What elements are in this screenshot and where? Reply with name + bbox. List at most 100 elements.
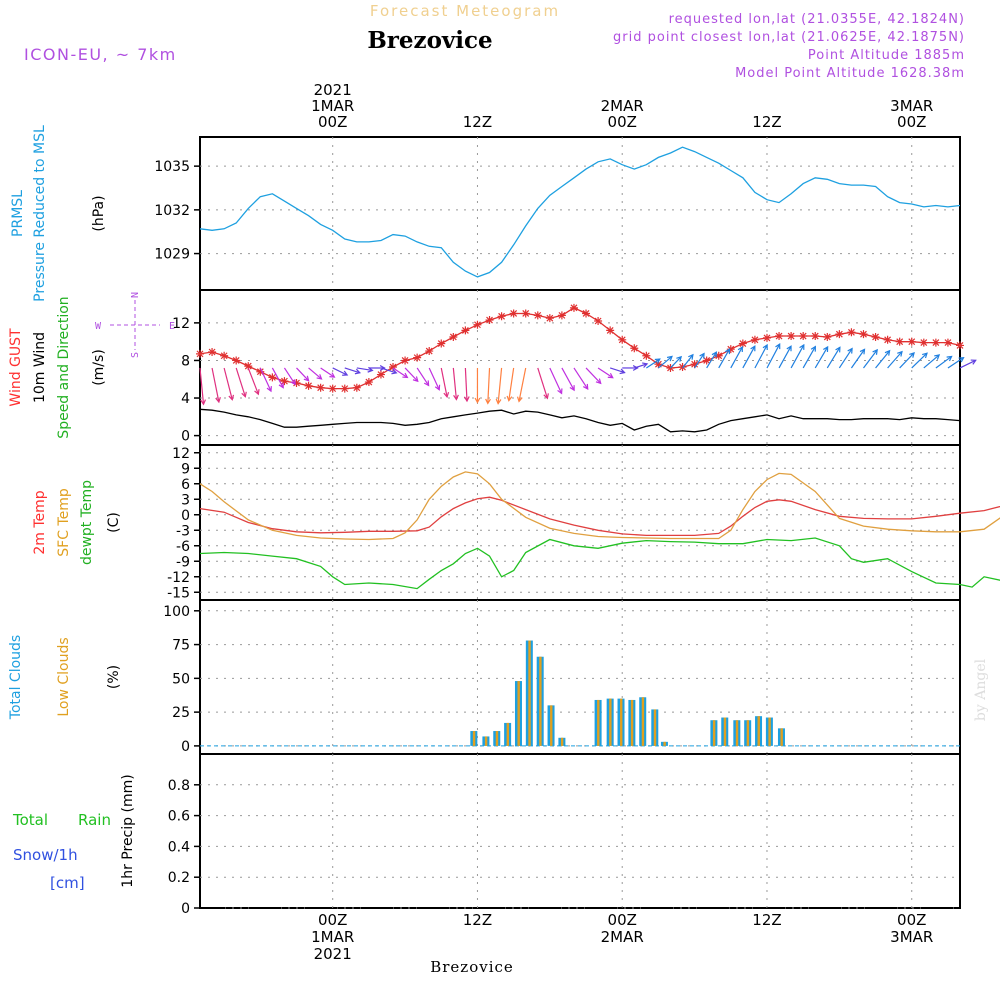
wind-arrow	[766, 343, 781, 369]
wind-arrow-head	[632, 365, 639, 371]
time-label-top: 00Z	[897, 113, 926, 131]
panel-frame	[199, 599, 961, 755]
y-tick-label: 8	[181, 353, 190, 369]
wind-arrow-head	[934, 354, 941, 360]
wind-arrow-head	[799, 343, 805, 350]
gust-marker	[437, 339, 446, 348]
y-tick-label: -6	[176, 539, 190, 555]
gust-marker	[256, 367, 265, 376]
wind-arrow-head	[711, 351, 717, 358]
wind-arrow-head	[516, 396, 523, 403]
wind-arrow-head	[775, 342, 781, 350]
gust-marker	[401, 356, 410, 365]
series-line	[199, 537, 1000, 590]
wind-arrow-head	[619, 368, 626, 375]
gust-marker	[787, 332, 796, 341]
wind-arrow-head	[859, 348, 866, 355]
cloud-bar-low	[506, 722, 510, 746]
time-label-top: 1MAR	[311, 97, 354, 115]
y-tick-label: 0.6	[168, 809, 190, 825]
cloud-bar-low	[560, 737, 564, 746]
y-axis-label: SFC Temp	[56, 488, 72, 557]
wind-arrow-head	[909, 351, 915, 358]
y-tick-label: 100	[163, 604, 190, 620]
gust-marker	[485, 316, 494, 325]
y-axis-label: 1hr Precip (mm)	[120, 774, 136, 887]
gust-marker	[907, 337, 916, 346]
wind-arrow-head	[200, 399, 207, 406]
gust-marker	[208, 348, 217, 356]
y-axis-label: Wind GUST	[8, 328, 24, 407]
wind-arrow	[247, 367, 259, 395]
gust-marker	[521, 309, 530, 318]
wind-arrow-head	[391, 368, 398, 375]
wind-arrow-head	[922, 352, 928, 359]
series-line	[199, 146, 961, 278]
cloud-bar-low	[550, 705, 553, 746]
wind-arrow-head	[354, 368, 362, 375]
y-axis-label: (m/s)	[91, 349, 107, 386]
wind-arrow	[778, 345, 792, 369]
wind-arrow-head	[786, 345, 792, 352]
station-title: Brezovice	[367, 27, 492, 54]
cloud-bar-low	[495, 731, 499, 746]
cloud-bar-low	[712, 720, 716, 746]
wind-arrow	[308, 367, 322, 380]
wind-arrow-head	[316, 374, 323, 380]
y-tick-label: 9	[181, 461, 190, 477]
gust-marker	[389, 363, 398, 372]
wind-arrow	[440, 367, 448, 398]
time-label-bottom: 00Z	[318, 911, 347, 929]
gust-marker	[750, 335, 759, 344]
wind-arrow-head	[569, 385, 575, 392]
gust-marker	[823, 332, 832, 341]
gust-marker	[714, 351, 723, 360]
gust-marker	[232, 356, 241, 365]
wind-arrow	[670, 356, 682, 369]
gust-marker	[244, 362, 253, 371]
wind-arrow	[271, 367, 284, 388]
wind-arrow-head	[823, 345, 829, 352]
gust-marker	[545, 314, 554, 323]
wind-arrow	[508, 367, 515, 401]
wind-arrow-head	[557, 388, 563, 395]
wind-arrow	[211, 367, 220, 403]
gust-marker	[726, 345, 735, 354]
y-tick-label: 0	[181, 508, 190, 524]
wind-arrow-head	[463, 396, 470, 403]
wind-arrow-head	[241, 391, 247, 398]
time-label-top: 2021	[314, 81, 352, 99]
gust-marker	[340, 384, 349, 393]
gust-marker	[871, 332, 880, 341]
point-altitude: Point Altitude 1885m	[808, 48, 965, 63]
cloud-bar-low	[653, 709, 657, 746]
wind-arrow	[935, 355, 952, 369]
panel-clouds: 0 25 50 75 100 Total Clouds Low Clouds (%)	[8, 599, 961, 755]
series-line	[199, 496, 1000, 537]
grid-point-coords: grid point closest lon,lat (21.0625E, 42…	[613, 30, 965, 45]
time-label-bottom: 2MAR	[601, 928, 644, 946]
wind-arrow-head	[583, 383, 589, 390]
wind-arrow	[452, 367, 457, 400]
y-tick-label: 0	[181, 429, 190, 445]
footer-station: Brezovice	[430, 958, 514, 976]
wind-arrow	[790, 344, 805, 369]
y-tick-label: 1035	[154, 159, 190, 175]
panel-frame	[199, 753, 961, 909]
cloud-bar-low	[780, 728, 783, 746]
wind-arrow	[392, 367, 408, 378]
wind-arrow-head	[228, 394, 235, 401]
gust-marker	[461, 326, 470, 335]
wind-arrow-head	[506, 395, 513, 402]
wind-arrow	[497, 367, 503, 404]
wind-arrow-head	[485, 398, 491, 405]
cloud-bar-low	[768, 717, 771, 746]
y-axis-label: Pressure Reduced to MSL	[32, 125, 48, 302]
y-axis-label: (hPa)	[91, 195, 107, 231]
panel-frame	[199, 136, 961, 291]
gust-marker	[642, 351, 651, 360]
wind-arrow-head	[266, 386, 272, 393]
wind-arrow-head	[607, 372, 614, 379]
wind-arrow	[682, 354, 694, 369]
